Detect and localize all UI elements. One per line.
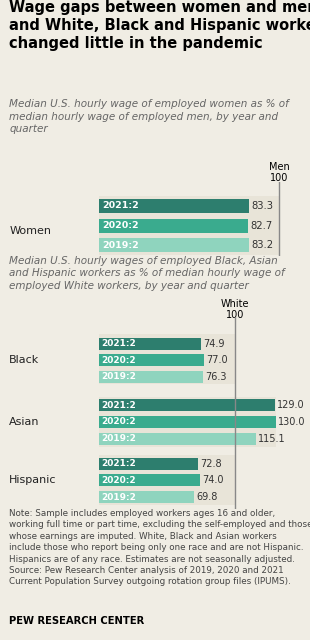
Text: 2020:2: 2020:2 [101,476,136,485]
Bar [99,354,204,366]
Text: White
100: White 100 [221,298,250,320]
Bar [99,337,201,349]
Text: 2019:2: 2019:2 [102,241,139,250]
Text: 2019:2: 2019:2 [101,493,136,502]
Text: Asian: Asian [9,417,40,427]
Text: 115.1: 115.1 [258,434,286,444]
Text: 2020:2: 2020:2 [101,417,136,426]
Text: 2019:2: 2019:2 [101,372,136,381]
Text: 130.0: 130.0 [278,417,306,427]
Text: Hispanic: Hispanic [9,476,57,485]
Text: 2021:2: 2021:2 [101,460,136,468]
Text: 2021:2: 2021:2 [101,339,136,348]
Bar [99,196,279,255]
Bar [99,474,200,486]
Bar [99,491,194,503]
Bar [99,334,235,385]
Text: Median U.S. hourly wage of employed women as % of
median hourly wage of employed: Median U.S. hourly wage of employed wome… [9,99,289,134]
Text: 2021:2: 2021:2 [102,202,139,211]
Text: 2019:2: 2019:2 [101,434,136,443]
Text: Women: Women [9,227,51,236]
Text: PEW RESEARCH CENTER: PEW RESEARCH CENTER [9,616,144,625]
Text: Median U.S. hourly wages of employed Black, Asian
and Hispanic workers as % of m: Median U.S. hourly wages of employed Bla… [9,256,285,291]
Text: 74.0: 74.0 [202,476,224,485]
Bar [99,371,203,383]
Bar [99,199,249,213]
Text: 83.2: 83.2 [251,240,273,250]
Text: 2021:2: 2021:2 [101,401,136,410]
Text: 82.7: 82.7 [250,221,272,230]
Text: 72.8: 72.8 [200,459,222,468]
Bar [99,433,256,445]
Bar [99,416,276,428]
Text: 76.3: 76.3 [205,372,227,382]
Bar [99,218,248,233]
Text: Wage gaps between women and men
and White, Black and Hispanic workers
changed li: Wage gaps between women and men and Whit… [9,0,310,51]
Text: 83.3: 83.3 [251,201,273,211]
Bar [99,456,235,506]
Text: 2020:2: 2020:2 [101,356,136,365]
Text: 74.9: 74.9 [203,339,225,349]
Bar [99,397,276,447]
Text: Note: Sample includes employed workers ages 16 and older,
working full time or p: Note: Sample includes employed workers a… [9,509,310,586]
Text: 69.8: 69.8 [196,492,218,502]
Text: 77.0: 77.0 [206,355,228,365]
Text: 2020:2: 2020:2 [102,221,139,230]
Bar [99,399,275,412]
Bar [99,458,198,470]
Text: Men
100: Men 100 [269,162,290,184]
Text: 129.0: 129.0 [277,400,304,410]
Bar [99,238,249,252]
Text: Black: Black [9,355,40,365]
